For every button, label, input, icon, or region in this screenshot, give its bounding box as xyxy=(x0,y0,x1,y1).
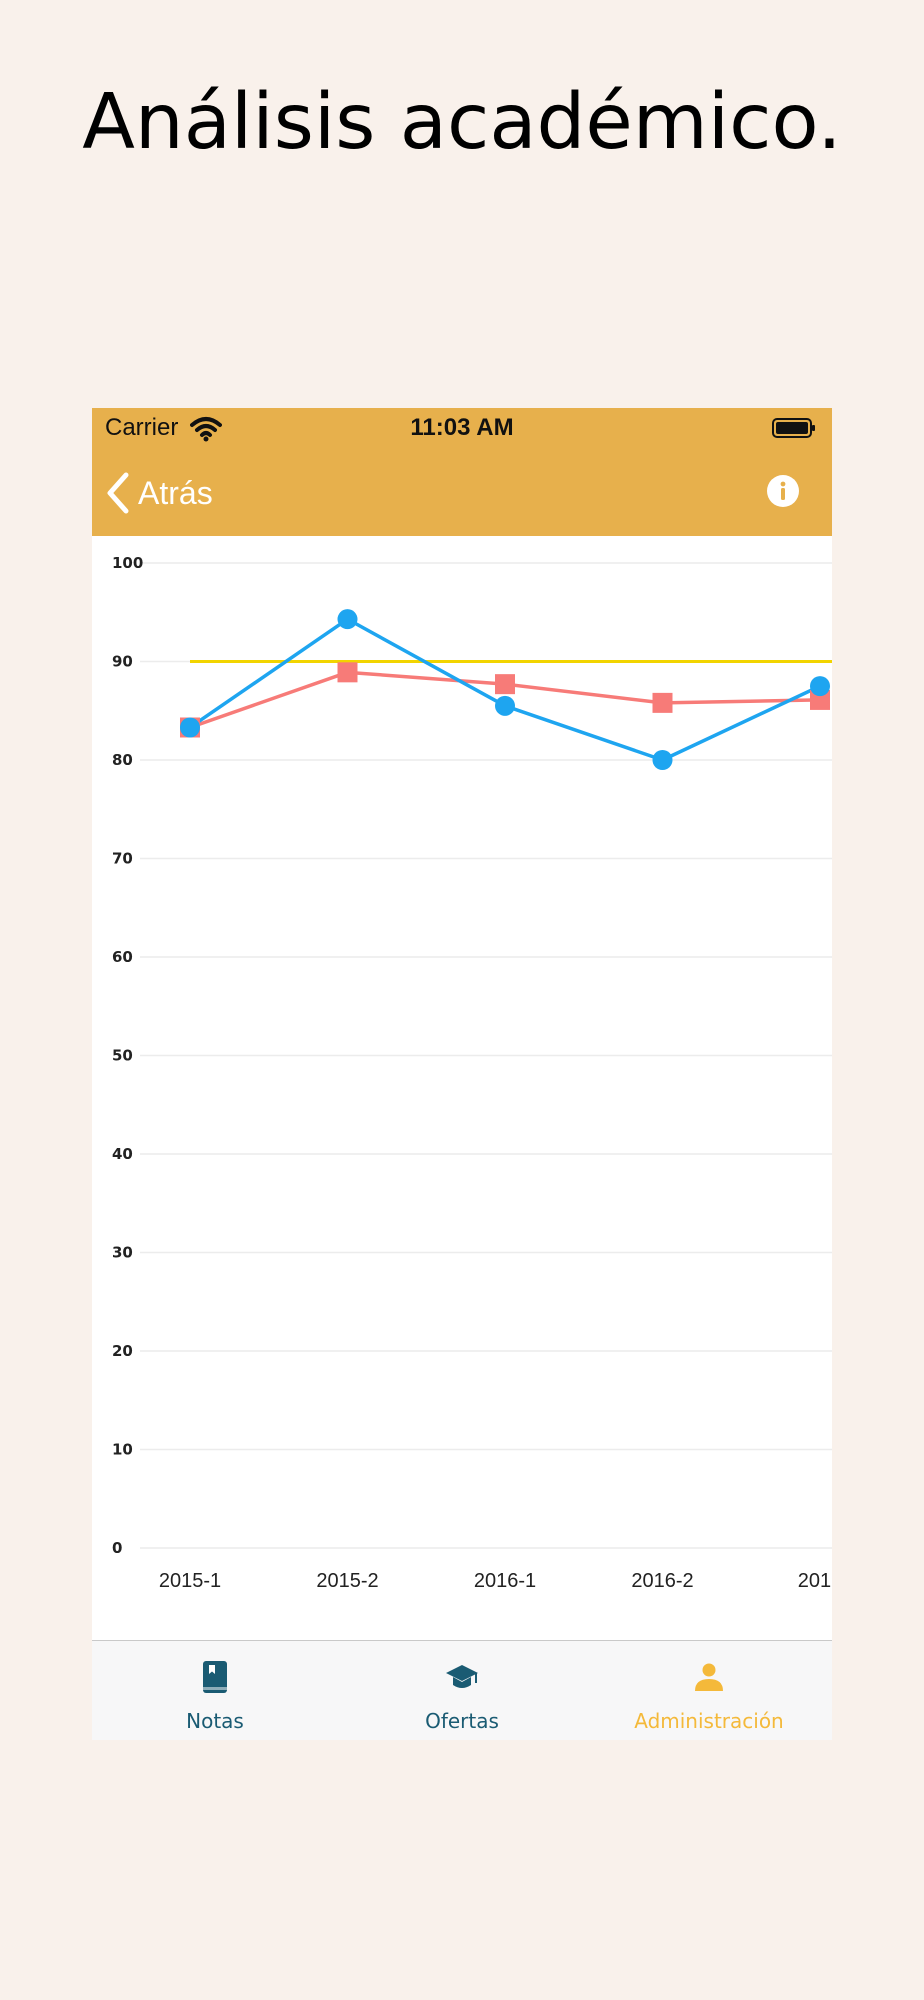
x-tick-label: 2015-1 xyxy=(159,1570,221,1592)
y-tick-label: 30 xyxy=(112,1244,133,1262)
x-tick-label: 2016-2 xyxy=(631,1570,693,1592)
clock-time: 11:03 AM xyxy=(410,414,514,441)
status-bar: Carrier 11:03 AM xyxy=(92,408,832,450)
data-point-square xyxy=(337,662,358,683)
x-tick-label: 2016-1 xyxy=(474,1570,536,1592)
tab-notas[interactable]: Notas xyxy=(92,1641,338,1740)
tab-administracion[interactable]: Administración xyxy=(586,1641,832,1740)
y-tick-label: 70 xyxy=(112,850,133,868)
data-point-circle xyxy=(337,609,358,630)
data-point-square xyxy=(495,674,515,695)
y-tick-label: 60 xyxy=(112,948,133,966)
graduation-cap-icon xyxy=(446,1665,478,1688)
data-point-circle xyxy=(810,676,830,697)
carrier-label: Carrier xyxy=(105,414,179,441)
data-point-square xyxy=(810,689,830,710)
data-point-square xyxy=(652,692,673,713)
data-point-circle xyxy=(652,750,673,770)
tab-label-notas: Notas xyxy=(186,1709,244,1733)
y-tick-label: 10 xyxy=(112,1441,133,1459)
book-icon xyxy=(203,1661,227,1693)
y-tick-label: 90 xyxy=(112,653,133,671)
page-headline: Análisis académico. xyxy=(82,78,842,167)
y-tick-label: 100 xyxy=(112,554,143,572)
y-tick-label: 20 xyxy=(112,1342,133,1360)
tab-ofertas[interactable]: Ofertas xyxy=(339,1641,585,1740)
back-label: Atrás xyxy=(138,474,213,511)
back-button[interactable]: Atrás xyxy=(106,468,213,518)
tab-bar: Notas Ofertas Administración xyxy=(92,1640,832,1740)
y-tick-label: 80 xyxy=(112,751,133,769)
tab-label-ofertas: Ofertas xyxy=(425,1709,499,1733)
info-icon[interactable] xyxy=(766,474,800,508)
person-icon xyxy=(695,1663,723,1691)
data-point-circle xyxy=(180,717,200,738)
wifi-icon xyxy=(190,417,222,442)
y-tick-label: 0 xyxy=(112,1539,122,1557)
phone-screen: Carrier 11:03 AM Atrás 0 10 20 30 40 50 60 70 80… xyxy=(92,408,832,1740)
y-tick-label: 40 xyxy=(112,1145,133,1163)
chevron-left-icon xyxy=(107,472,129,514)
tab-label-administracion: Administración xyxy=(634,1709,784,1733)
y-tick-label: 50 xyxy=(112,1047,133,1065)
navigation-bar: Atrás xyxy=(92,450,832,536)
data-point-circle xyxy=(495,695,515,716)
x-tick-label: 2015-2 xyxy=(316,1570,378,1592)
x-tick-label: 2017 xyxy=(798,1570,832,1592)
battery-icon xyxy=(772,418,815,438)
line-chart: 0 10 20 30 40 50 60 70 80 90 100 2015-1 2015-2 2016-1… xyxy=(112,554,832,1592)
